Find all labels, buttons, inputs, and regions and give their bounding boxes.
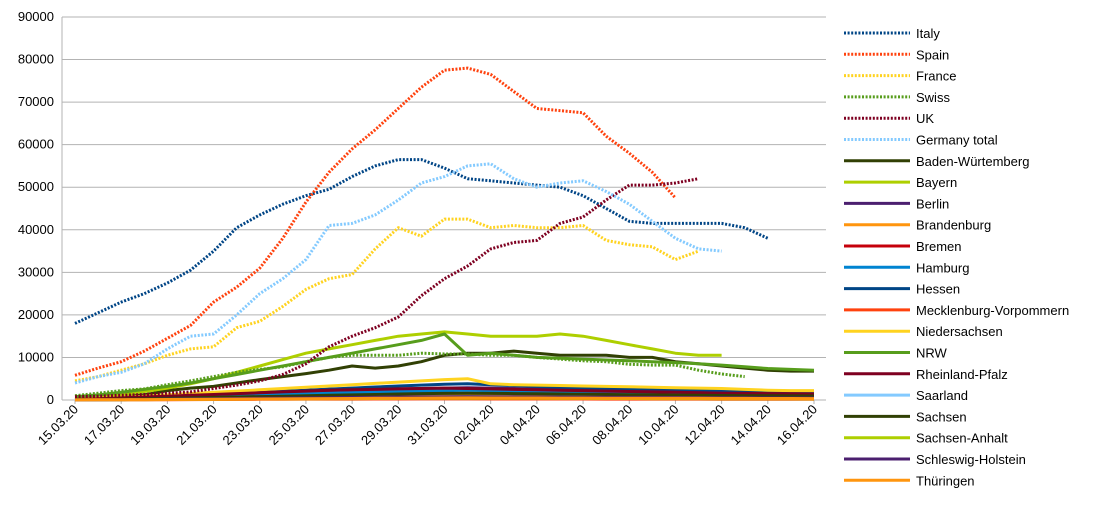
x-tick-label: 14.04.20	[728, 402, 774, 448]
y-tick-label: 20000	[18, 307, 54, 322]
series-line-rheinland-pfalz	[74, 386, 815, 401]
x-tick-label: 02.04.20	[450, 402, 496, 448]
legend-label: Thüringen	[916, 473, 975, 488]
y-tick-label: 90000	[18, 9, 54, 24]
x-tick-label: 04.04.20	[497, 402, 543, 448]
y-tick-label: 50000	[18, 179, 54, 194]
y-tick-label: 0	[47, 392, 54, 407]
series-lines	[74, 66, 815, 402]
legend-label: Swiss	[916, 90, 950, 105]
legend-label: Niedersachsen	[916, 324, 1003, 339]
legend-label: Baden-Würtemberg	[916, 154, 1029, 169]
x-tick-label: 27.03.20	[312, 402, 358, 448]
series-line-th-ringen	[74, 396, 815, 402]
x-tick-label: 29.03.20	[358, 402, 404, 448]
legend-label: UK	[916, 111, 934, 126]
x-tick-label: 16.04.20	[774, 402, 820, 448]
x-tick-label: 25.03.20	[266, 402, 312, 448]
legend-label: Hessen	[916, 282, 960, 297]
series-line-france	[74, 217, 700, 383]
y-tick-label: 80000	[18, 52, 54, 67]
series-line-niedersachsen	[74, 377, 814, 401]
legend-label: Rheinland-Pfalz	[916, 367, 1008, 382]
x-tick-label: 08.04.20	[589, 402, 635, 448]
x-tick-label: 17.03.20	[81, 402, 127, 448]
legend-label: Sachsen	[916, 409, 967, 424]
legend-label: Hamburg	[916, 260, 969, 275]
x-tick-label: 12.04.20	[681, 402, 727, 448]
x-tick-label: 21.03.20	[173, 402, 219, 448]
x-tick-label: 15.03.20	[35, 402, 81, 448]
legend-label: Brandenburg	[916, 218, 991, 233]
legend-label: NRW	[916, 346, 948, 361]
legend: Italy Spain France Swiss UK Germany total Bade…	[844, 26, 1069, 488]
legend-label: Berlin	[916, 196, 949, 211]
legend-label: Mecklenburg-Vorpommern	[916, 303, 1069, 318]
legend-label: Bayern	[916, 175, 957, 190]
grid-lines	[62, 16, 826, 401]
y-tick-label: 30000	[18, 264, 54, 279]
legend-label: Schleswig-Holstein	[916, 452, 1026, 467]
legend-label: Germany total	[916, 133, 998, 148]
legend-label: Italy	[916, 26, 940, 41]
y-tick-label: 60000	[18, 137, 54, 152]
x-tick-label: 23.03.20	[219, 402, 265, 448]
legend-label: France	[916, 69, 956, 84]
legend-label: Spain	[916, 47, 949, 62]
x-tick-label: 31.03.20	[404, 402, 450, 448]
y-tick-label: 40000	[18, 222, 54, 237]
legend-label: Sachsen-Anhalt	[916, 431, 1008, 446]
legend-label: Saarland	[916, 388, 968, 403]
series-line-uk	[74, 177, 699, 399]
series-line-italy	[74, 158, 769, 325]
series-line-swiss	[74, 351, 745, 398]
x-tick-label: 06.04.20	[543, 402, 589, 448]
legend-label: Bremen	[916, 239, 962, 254]
y-tick-label: 10000	[18, 349, 54, 364]
y-tick-label: 70000	[18, 94, 54, 109]
x-tick-label: 10.04.20	[635, 402, 681, 448]
series-line-nrw	[74, 332, 815, 399]
x-tick-label: 19.03.20	[127, 402, 173, 448]
series-line-germany-total	[74, 162, 722, 385]
series-line-spain	[74, 66, 677, 377]
